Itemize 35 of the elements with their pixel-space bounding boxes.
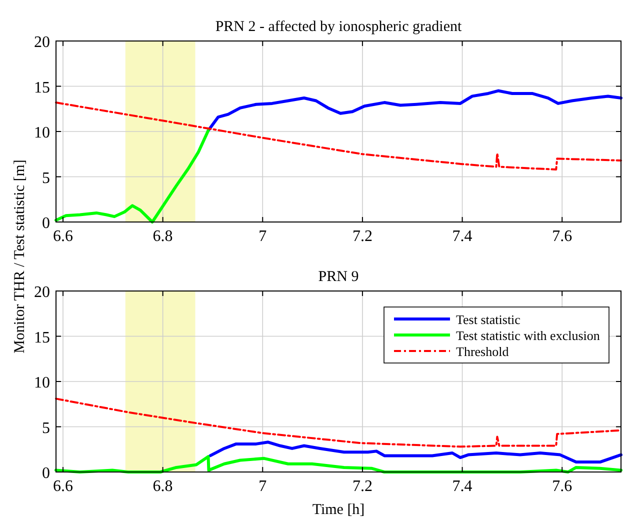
y-tick-label: 0 — [42, 215, 50, 232]
y-tick-label: 5 — [42, 170, 50, 187]
x-axis-title: Time [h] — [312, 502, 365, 518]
x-tick-label: 7.2 — [352, 228, 372, 245]
x-tick-label: 7 — [258, 228, 267, 245]
x-tick-label: 7.4 — [452, 478, 472, 495]
y-tick-label: 15 — [34, 329, 50, 346]
line-series — [206, 89, 622, 132]
chart-title: PRN 2 - affected by ionospheric gradient — [215, 19, 462, 35]
line-series — [54, 455, 622, 474]
line-series — [55, 102, 622, 171]
line-series — [208, 440, 622, 464]
y-axis-title: Monitor THR / Test statistic [m] — [12, 160, 28, 354]
x-tick-label: 7.6 — [552, 478, 572, 495]
line-series — [55, 398, 622, 448]
y-tick-label: 10 — [34, 124, 50, 142]
x-tick-label: 6.6 — [52, 228, 73, 245]
chart-title: PRN 9 — [318, 269, 359, 285]
y-tick-label: 15 — [34, 79, 50, 96]
x-tick-label: 7 — [258, 478, 267, 495]
x-tick-label: 7.6 — [552, 228, 572, 245]
x-tick-label: 6.6 — [52, 478, 73, 495]
y-tick-label: 5 — [42, 420, 50, 437]
y-tick-label: 0 — [42, 465, 50, 482]
line-series — [54, 129, 210, 224]
y-tick-label: 20 — [34, 284, 50, 301]
x-tick-label: 7.2 — [352, 478, 372, 495]
legend-label: Test statistic — [456, 312, 521, 327]
y-tick-label: 20 — [34, 34, 50, 51]
x-tick-label: 7.4 — [452, 228, 472, 245]
x-tick-label: 6.8 — [152, 478, 173, 495]
y-tick-label: 10 — [34, 374, 50, 392]
legend-label: Test statistic with exclusion — [456, 328, 600, 343]
legend-label: Threshold — [456, 344, 510, 359]
x-tick-label: 6.8 — [152, 228, 173, 245]
